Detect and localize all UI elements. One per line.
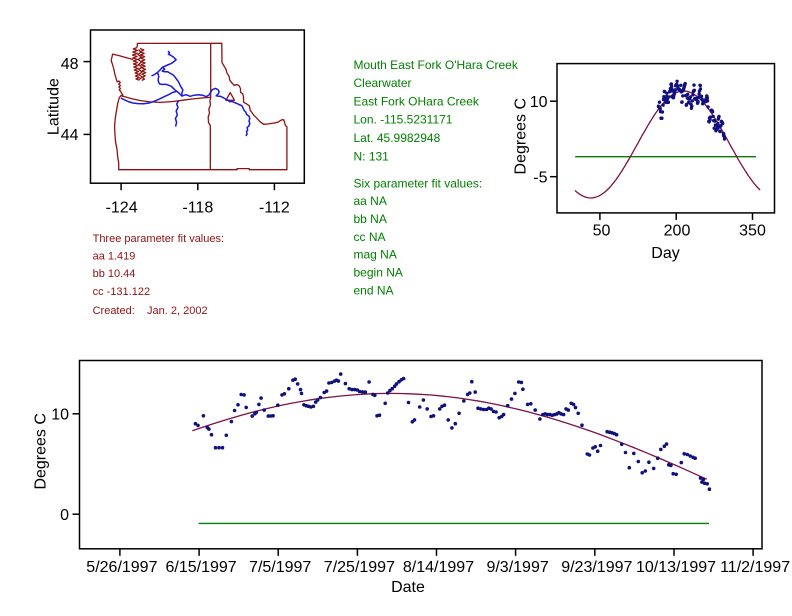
svg-text:9/23/1997: 9/23/1997 (561, 559, 632, 576)
svg-text:cc -131.122: cc -131.122 (93, 286, 150, 298)
svg-text:50: 50 (593, 223, 611, 240)
svg-text:10: 10 (530, 94, 548, 111)
svg-text:Day: Day (651, 245, 679, 262)
svg-text:10: 10 (51, 407, 69, 424)
svg-text:Latitude: Latitude (46, 78, 63, 135)
svg-text:bb NA: bb NA (354, 212, 387, 226)
svg-text:-118: -118 (182, 200, 213, 217)
svg-text:cc NA: cc NA (354, 230, 386, 244)
svg-text:Six parameter fit values:: Six parameter fit values: (354, 176, 483, 190)
svg-text:9/3/1997: 9/3/1997 (486, 559, 548, 576)
svg-text:Clearwater: Clearwater (354, 76, 412, 90)
svg-text:begin NA: begin NA (354, 265, 403, 279)
svg-text:Lon. -115.5231171: Lon. -115.5231171 (354, 113, 453, 127)
svg-text:mag NA: mag NA (354, 248, 397, 262)
svg-text:11/2/1997: 11/2/1997 (720, 559, 790, 576)
svg-text:44: 44 (61, 127, 79, 144)
svg-text:Mouth East Fork O'Hara Creek: Mouth East Fork O'Hara Creek (354, 58, 519, 72)
svg-text:350: 350 (739, 223, 766, 240)
svg-text:7/5/1997: 7/5/1997 (249, 559, 311, 576)
svg-text:-112: -112 (259, 200, 290, 217)
svg-text:Created: Jan. 2, 2002: Created: Jan. 2, 2002 (93, 305, 208, 317)
svg-text:7/25/1997: 7/25/1997 (324, 559, 395, 576)
svg-text:Degrees C: Degrees C (512, 98, 529, 174)
svg-text:48: 48 (61, 56, 79, 73)
svg-text:5/26/1997: 5/26/1997 (86, 559, 157, 576)
svg-text:10/13/1997: 10/13/1997 (636, 559, 716, 576)
svg-text:Three parameter fit values:: Three parameter fit values: (93, 233, 224, 245)
svg-text:East Fork OHara Creek: East Fork OHara Creek (354, 94, 480, 108)
svg-text:-5: -5 (533, 169, 547, 186)
svg-text:N: 131: N: 131 (354, 150, 390, 164)
svg-text:6/15/1997: 6/15/1997 (166, 559, 237, 576)
svg-text:0: 0 (60, 507, 69, 524)
svg-text:aa 1.419: aa 1.419 (93, 250, 136, 262)
svg-text:-124: -124 (106, 200, 138, 217)
svg-text:8/14/1997: 8/14/1997 (403, 559, 474, 576)
svg-text:Degrees C: Degrees C (33, 413, 50, 489)
svg-text:200: 200 (664, 223, 691, 240)
svg-text:Lat. 45.9982948: Lat. 45.9982948 (354, 131, 441, 145)
svg-text:Date: Date (391, 579, 425, 596)
svg-text:end NA: end NA (354, 283, 394, 297)
svg-text:aa NA: aa NA (354, 194, 387, 208)
svg-text:bb 10.44: bb 10.44 (93, 268, 136, 280)
